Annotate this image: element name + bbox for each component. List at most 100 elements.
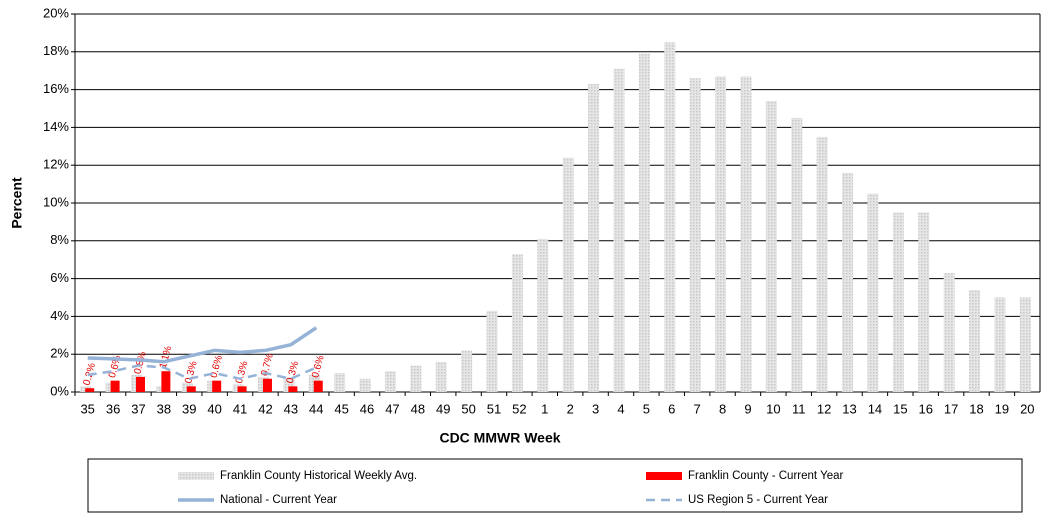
legend-label: US Region 5 - Current Year <box>688 494 828 506</box>
y-tick-label: 16% <box>43 81 69 96</box>
y-axis-title: Percent <box>9 177 25 229</box>
bar <box>638 53 650 392</box>
y-tick-label: 20% <box>43 5 69 20</box>
legend-swatch <box>178 472 214 480</box>
bar <box>943 272 955 392</box>
x-tick-label: 52 <box>512 401 526 416</box>
x-tick-label: 37 <box>131 401 145 416</box>
x-tick-label: 3 <box>592 401 599 416</box>
bar <box>969 289 981 392</box>
line <box>87 326 318 364</box>
legend-swatch <box>646 472 682 480</box>
bar <box>334 373 346 392</box>
bar <box>262 378 272 392</box>
y-tick-label: 10% <box>43 194 69 209</box>
bar <box>435 361 447 392</box>
x-tick-label: 14 <box>868 401 882 416</box>
bar <box>537 238 549 392</box>
bar <box>313 380 323 392</box>
bar <box>918 212 930 392</box>
legend-label: Franklin County - Current Year <box>688 470 843 482</box>
bar <box>288 386 298 392</box>
x-tick-label: 43 <box>284 401 298 416</box>
x-tick-label: 36 <box>106 401 120 416</box>
y-tick-label: 2% <box>50 346 69 361</box>
bar <box>135 376 145 392</box>
x-tick-label: 6 <box>668 401 675 416</box>
bar <box>359 378 371 392</box>
y-tick-label: 18% <box>43 43 69 58</box>
x-tick-label: 44 <box>309 401 323 416</box>
x-tick-label: 39 <box>182 401 196 416</box>
bar <box>816 136 828 392</box>
line <box>87 364 317 381</box>
bar <box>994 297 1006 392</box>
x-axis-title: CDC MMWR Week <box>439 430 560 446</box>
bar <box>110 380 120 392</box>
y-tick-label: 0% <box>50 383 69 398</box>
y-tick-label: 8% <box>50 232 69 247</box>
bar <box>1019 297 1031 392</box>
x-tick-label: 17 <box>944 401 958 416</box>
bar <box>212 380 222 392</box>
x-tick-label: 7 <box>694 401 701 416</box>
bar <box>237 386 247 392</box>
x-tick-label: 38 <box>157 401 171 416</box>
x-tick-label: 18 <box>969 401 983 416</box>
bar <box>410 365 422 392</box>
x-tick-label: 20 <box>1020 401 1034 416</box>
bar <box>85 388 95 392</box>
x-tick-label: 49 <box>436 401 450 416</box>
x-tick-label: 12 <box>817 401 831 416</box>
x-tick-label: 45 <box>334 401 348 416</box>
bar <box>613 68 625 392</box>
x-tick-label: 1 <box>541 401 548 416</box>
x-tick-label: 15 <box>893 401 907 416</box>
bar <box>588 83 600 393</box>
bar <box>562 157 574 392</box>
x-tick-label: 50 <box>461 401 475 416</box>
bar <box>461 350 473 392</box>
x-tick-label: 16 <box>918 401 932 416</box>
bar <box>511 254 523 392</box>
bar <box>892 212 904 392</box>
y-tick-label: 6% <box>50 270 69 285</box>
bar <box>740 76 752 393</box>
bar <box>486 310 498 392</box>
data-label: 0.6% <box>310 354 327 379</box>
bar <box>791 117 803 392</box>
x-tick-label: 19 <box>995 401 1009 416</box>
bar <box>765 100 777 392</box>
x-tick-label: 9 <box>744 401 751 416</box>
x-tick-label: 13 <box>842 401 856 416</box>
legend-label: National - Current Year <box>220 494 337 506</box>
x-tick-label: 48 <box>411 401 425 416</box>
x-tick-label: 2 <box>567 401 574 416</box>
y-tick-label: 12% <box>43 157 69 172</box>
data-label: 1.1% <box>158 345 175 370</box>
bar <box>283 376 295 392</box>
x-tick-label: 35 <box>80 401 94 416</box>
bar <box>161 371 171 392</box>
bar <box>715 76 727 393</box>
legend-box <box>87 458 1023 513</box>
bar <box>384 371 396 392</box>
data-label: 0.3% <box>234 360 251 385</box>
bar <box>664 42 676 392</box>
bar <box>689 78 701 392</box>
x-tick-label: 46 <box>360 401 374 416</box>
x-tick-label: 40 <box>207 401 221 416</box>
x-tick-label: 42 <box>258 401 272 416</box>
x-tick-label: 11 <box>792 401 806 416</box>
x-tick-label: 5 <box>643 401 650 416</box>
x-tick-label: 4 <box>617 401 624 416</box>
bar <box>867 193 879 392</box>
y-tick-label: 4% <box>50 308 69 323</box>
bar <box>186 386 196 392</box>
data-label: 0.3% <box>285 360 302 385</box>
x-tick-label: 8 <box>719 401 726 416</box>
bar <box>842 172 854 392</box>
legend-label: Franklin County Historical Weekly Avg. <box>220 470 417 482</box>
data-label: 0.3% <box>183 360 200 385</box>
